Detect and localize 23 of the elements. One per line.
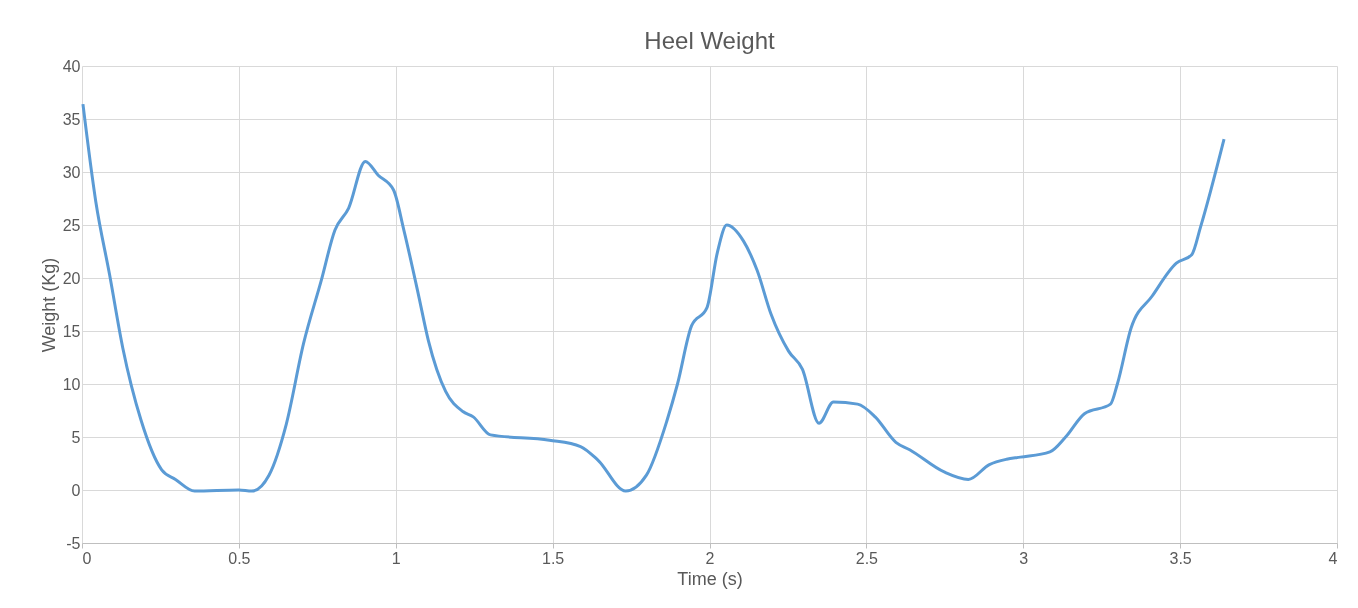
x-tick-label: 3 [1019,549,1029,567]
y-tick-label: 0 [71,481,81,499]
x-axis-title: Time (s) [677,568,743,589]
x-tick-label: 0.5 [228,549,251,567]
y-tick-label: 10 [62,375,81,393]
y-tick-label: 35 [62,110,81,128]
x-tick-label: 2 [705,549,715,567]
x-tick-label: 1 [391,549,401,567]
y-tick-label: 20 [62,269,81,287]
y-tick-label: -5 [66,534,81,552]
x-tick-label: 3.5 [1169,549,1192,567]
x-tick-label: 1.5 [542,549,565,567]
x-tick-label: 0 [82,549,92,567]
y-tick-label: 15 [62,322,81,340]
chart-title: Heel Weight [644,27,775,54]
y-tick-label: 30 [62,163,81,181]
x-tick-label: 2.5 [855,549,879,567]
y-tick-label: 40 [62,57,81,75]
y-tick-label: 5 [71,428,81,446]
y-axis-title: Weight (Kg) [38,257,59,353]
y-tick-label: 25 [62,216,81,234]
line-series [81,102,1226,493]
x-tick-label: 4 [1328,549,1338,567]
